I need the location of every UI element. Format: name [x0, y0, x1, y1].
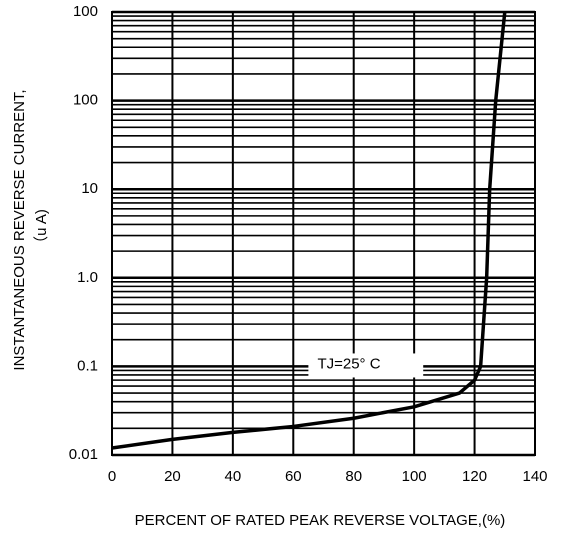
x-tick-label: 100: [402, 468, 427, 485]
x-tick-label: 0: [108, 468, 116, 485]
y-axis-label: INSTANTANEOUS REVERSE CURRENT,: [11, 89, 28, 370]
x-tick-label: 40: [225, 468, 242, 485]
y-tick-label: 100: [73, 92, 98, 109]
x-tick-label: 120: [462, 468, 487, 485]
annotation-box: [308, 353, 424, 378]
x-axis-label: PERCENT OF RATED PEAK REVERSE VOLTAGE,(%…: [135, 512, 506, 529]
x-tick-label: 60: [285, 468, 302, 485]
annotation: TJ=25° C: [317, 355, 380, 372]
y-tick-label: 0.01: [69, 446, 98, 463]
y-axis-unit: （u A): [33, 209, 50, 251]
y-tick-label: 10: [81, 180, 98, 197]
y-tick-label: 0.1: [77, 357, 98, 374]
x-tick-label: 80: [345, 468, 362, 485]
x-tick-label: 20: [164, 468, 181, 485]
y-tick-label: 1.0: [77, 269, 98, 286]
data-line: [111, 11, 507, 450]
plot-frame: [111, 11, 536, 456]
y-tick-label: 100: [73, 3, 98, 20]
x-tick-label: 140: [522, 468, 547, 485]
